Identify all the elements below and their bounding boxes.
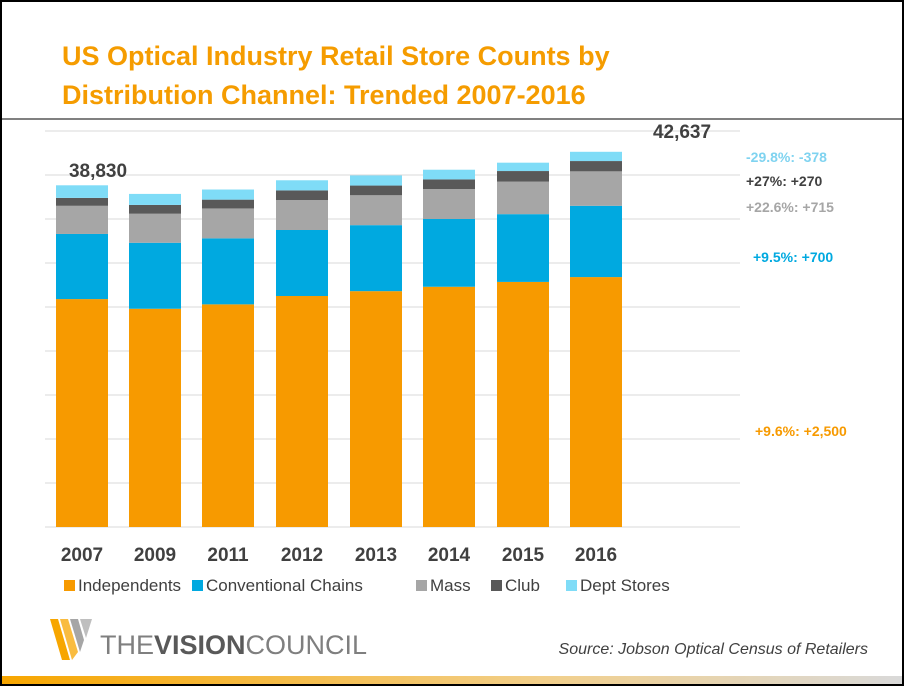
plot: 2007 2009 2011 2012 2013 2014 2015 2016 Independ… [45,122,847,595]
bar-segment [276,230,328,296]
legend-label: Dept Stores [580,576,670,595]
bar-segment [129,193,181,205]
annotation: +27%: +270 [746,173,822,189]
annotation: +22.6%: +715 [746,199,834,215]
legend-label: Club [505,576,540,595]
bar-segment [276,180,328,191]
bar-segment [276,190,328,201]
title-line: Distribution Channel: Trended 2007-2016 [62,80,586,110]
source: Source: Jobson Optical Census of Retaile… [559,641,868,658]
bar-segment [570,161,622,172]
bar-segment [570,151,622,162]
bar-segment [276,200,328,230]
title-line: US Optical Industry Retail Store Counts … [62,41,610,71]
bar-segment [202,238,254,305]
bar-segment [497,281,549,527]
bar-segment [423,286,475,527]
bar-segment [350,195,402,226]
bar-segment [129,308,181,527]
bar-segment [350,185,402,196]
annotation: 42,637 [653,122,711,143]
logo-word: COUNCIL [246,630,368,660]
bar-segment [202,304,254,527]
bar-segment [497,162,549,172]
x-tick-label: 2011 [207,545,249,566]
x-tick-label: 2014 [428,545,471,566]
annotation: 38,830 [69,161,127,182]
bar-segment [129,213,181,243]
legend-label: Conventional Chains [206,576,363,595]
bar-segment [56,197,108,206]
logo-icon [50,619,92,660]
bar-segment [570,205,622,278]
legend-swatch [192,580,203,591]
bar-segment [56,299,108,527]
logo-word: THE [100,630,154,660]
x-tick-label: 2013 [355,545,397,566]
x-tick-label: 2009 [134,545,176,566]
bar-segment [56,205,108,234]
bar-segment [202,208,254,239]
bar-segment [202,199,254,209]
bar-segment [129,242,181,309]
bar-segment [423,179,475,190]
bar-segment [497,171,549,182]
bar-segment [56,185,108,198]
legend-swatch [491,580,502,591]
logo-word: VISION [154,630,246,660]
legend-swatch [566,580,577,591]
bar-segment [497,214,549,282]
bar-segment [276,296,328,527]
bar-segment [570,277,622,527]
bar-segment [423,219,475,287]
annotation: +9.6%: +2,500 [755,423,847,439]
bar-segment [202,189,254,200]
x-tick-label: 2016 [575,545,617,566]
legend-label: Mass [430,576,471,595]
annotation: -29.8%: -378 [746,149,827,165]
legend-swatch [64,580,75,591]
footer-bar [2,676,902,684]
legend-label: Independents [78,576,181,595]
annotation: +9.5%: +700 [753,249,833,265]
x-tick-label: 2015 [502,545,545,566]
logo-text: THEVISIONCOUNCIL [100,630,367,660]
bar-segment [56,233,108,300]
bar-segment [570,171,622,206]
bar-segment [423,189,475,219]
bar-segment [350,225,402,292]
x-tick-label: 2012 [281,545,323,566]
legend-swatch [416,580,427,591]
bar-segment [497,181,549,215]
x-tick-label: 2007 [61,545,103,566]
bar-segment [423,169,475,180]
bar-segment [350,291,402,527]
bar-segment [350,175,402,186]
bar-segment [129,204,181,214]
